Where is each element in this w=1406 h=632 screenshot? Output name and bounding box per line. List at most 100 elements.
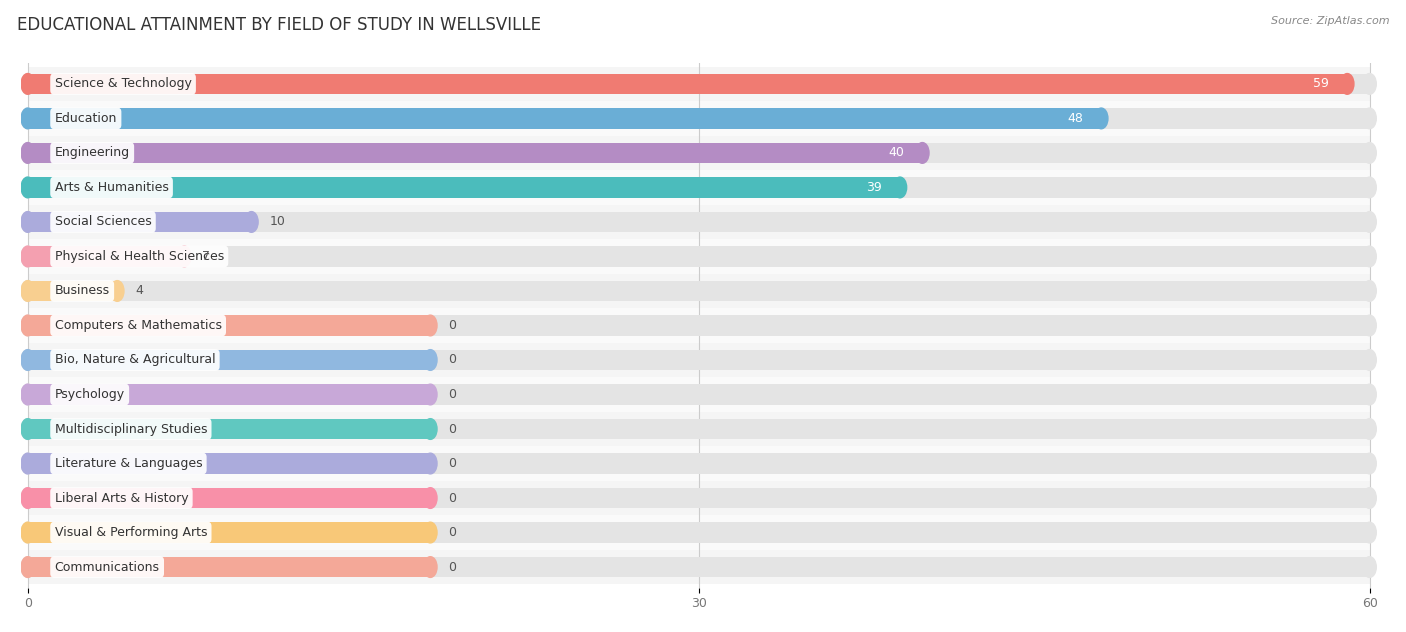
Bar [28, 349, 1369, 370]
Circle shape [893, 177, 907, 198]
Bar [28, 212, 1369, 233]
Text: Arts & Humanities: Arts & Humanities [55, 181, 169, 194]
Text: Psychology: Psychology [55, 388, 125, 401]
FancyBboxPatch shape [28, 446, 1369, 481]
Circle shape [423, 522, 437, 543]
Circle shape [1362, 418, 1376, 439]
Bar [28, 246, 184, 267]
Text: Education: Education [55, 112, 117, 125]
Circle shape [1362, 349, 1376, 370]
Bar [28, 453, 1369, 474]
FancyBboxPatch shape [28, 550, 1369, 585]
Bar [28, 384, 1369, 405]
Text: Engineering: Engineering [55, 147, 129, 159]
Bar [28, 73, 1369, 94]
Circle shape [245, 212, 259, 233]
Text: Visual & Performing Arts: Visual & Performing Arts [55, 526, 207, 539]
Circle shape [915, 143, 929, 163]
Circle shape [1362, 108, 1376, 129]
Circle shape [21, 246, 35, 267]
Circle shape [21, 522, 35, 543]
Circle shape [21, 143, 35, 163]
FancyBboxPatch shape [28, 170, 1369, 205]
Circle shape [21, 212, 35, 233]
Circle shape [1362, 177, 1376, 198]
FancyBboxPatch shape [28, 412, 1369, 446]
Circle shape [1362, 315, 1376, 336]
Text: Science & Technology: Science & Technology [55, 77, 191, 90]
Circle shape [1362, 246, 1376, 267]
Circle shape [1362, 557, 1376, 578]
Text: 0: 0 [449, 388, 456, 401]
Bar [28, 315, 1369, 336]
Text: Physical & Health Sciences: Physical & Health Sciences [55, 250, 224, 263]
Text: 48: 48 [1067, 112, 1084, 125]
Circle shape [21, 108, 35, 129]
Bar [28, 108, 1101, 129]
Bar [28, 418, 430, 439]
Circle shape [1362, 143, 1376, 163]
Circle shape [21, 281, 35, 301]
Circle shape [423, 418, 437, 439]
Circle shape [21, 281, 35, 301]
Circle shape [21, 418, 35, 439]
Circle shape [177, 246, 191, 267]
Circle shape [21, 349, 35, 370]
FancyBboxPatch shape [28, 66, 1369, 101]
Bar [28, 488, 430, 508]
FancyBboxPatch shape [28, 136, 1369, 170]
Circle shape [1362, 212, 1376, 233]
Text: 0: 0 [449, 457, 456, 470]
FancyBboxPatch shape [28, 239, 1369, 274]
Bar [28, 143, 1369, 163]
Circle shape [21, 418, 35, 439]
Circle shape [21, 246, 35, 267]
Bar [28, 557, 430, 578]
Bar [28, 143, 922, 163]
FancyBboxPatch shape [28, 515, 1369, 550]
FancyBboxPatch shape [28, 205, 1369, 239]
Bar [28, 73, 1347, 94]
FancyBboxPatch shape [28, 101, 1369, 136]
Circle shape [21, 384, 35, 405]
Text: Multidisciplinary Studies: Multidisciplinary Studies [55, 423, 207, 435]
Bar [28, 281, 1369, 301]
FancyBboxPatch shape [28, 343, 1369, 377]
Circle shape [423, 557, 437, 578]
Circle shape [1340, 73, 1354, 94]
Circle shape [21, 453, 35, 474]
Text: Social Sciences: Social Sciences [55, 216, 152, 228]
Circle shape [21, 557, 35, 578]
Text: 0: 0 [449, 423, 456, 435]
Bar [28, 522, 430, 543]
Circle shape [1362, 73, 1376, 94]
Circle shape [21, 315, 35, 336]
Circle shape [21, 73, 35, 94]
Circle shape [21, 488, 35, 508]
Text: 7: 7 [202, 250, 211, 263]
Text: 0: 0 [449, 319, 456, 332]
Text: Liberal Arts & History: Liberal Arts & History [55, 492, 188, 504]
Circle shape [21, 212, 35, 233]
Circle shape [423, 488, 437, 508]
Circle shape [1362, 281, 1376, 301]
Circle shape [423, 315, 437, 336]
Bar [28, 177, 1369, 198]
Circle shape [21, 177, 35, 198]
Text: Literature & Languages: Literature & Languages [55, 457, 202, 470]
Bar [28, 315, 430, 336]
Bar [28, 177, 900, 198]
Bar [28, 212, 252, 233]
Bar [28, 108, 1369, 129]
Text: EDUCATIONAL ATTAINMENT BY FIELD OF STUDY IN WELLSVILLE: EDUCATIONAL ATTAINMENT BY FIELD OF STUDY… [17, 16, 541, 33]
Text: 4: 4 [135, 284, 143, 298]
Circle shape [1362, 522, 1376, 543]
Bar [28, 557, 1369, 578]
Text: 0: 0 [449, 561, 456, 574]
Circle shape [21, 522, 35, 543]
Bar [28, 522, 1369, 543]
Text: 0: 0 [449, 353, 456, 367]
FancyBboxPatch shape [28, 481, 1369, 515]
Circle shape [21, 73, 35, 94]
Circle shape [21, 384, 35, 405]
